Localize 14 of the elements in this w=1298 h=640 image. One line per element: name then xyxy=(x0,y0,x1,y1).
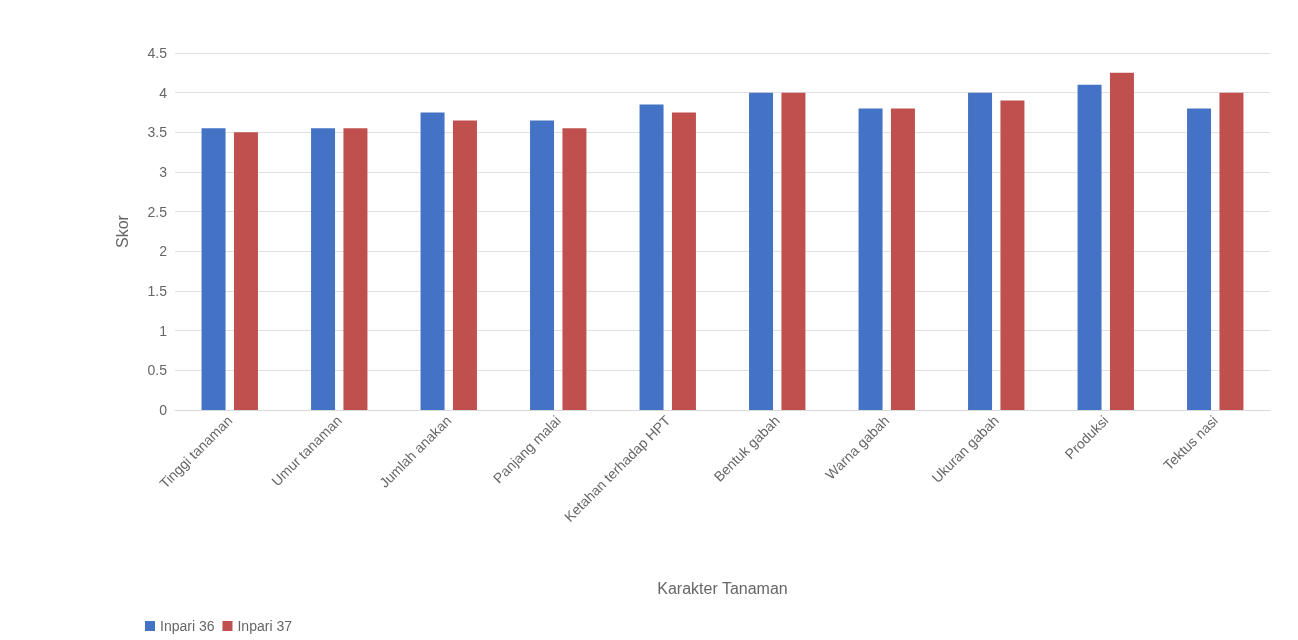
legend-label: Inpari 36 xyxy=(160,618,215,634)
y-tick-label: 3.5 xyxy=(147,124,168,141)
y-tick-label: 0.5 xyxy=(147,362,168,379)
y-tick-label: 4 xyxy=(159,84,168,101)
y-tick-label: 4.5 xyxy=(147,45,168,61)
y-axis-title: Skor xyxy=(113,214,131,248)
x-axis-title: Karakter Tanaman xyxy=(657,579,788,597)
y-tick-label: 0 xyxy=(159,402,168,418)
y-tick-label: 2 xyxy=(159,243,168,260)
y-tick-label: 2.5 xyxy=(147,203,168,220)
y-tick-label: 3 xyxy=(159,164,168,180)
legend-label: Inpari 37 xyxy=(237,618,293,634)
y-tick-label: 1.5 xyxy=(147,283,168,299)
y-tick-label: 1 xyxy=(159,322,168,339)
